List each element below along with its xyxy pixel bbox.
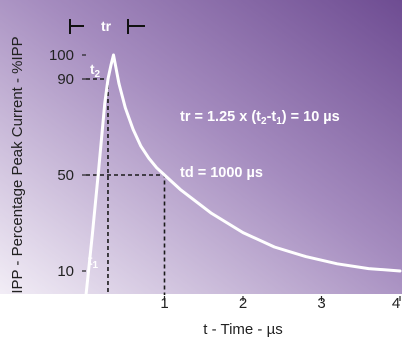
x-axis: 1 2 3 4 <box>160 295 401 312</box>
t1-label-sub: 1 <box>93 260 99 271</box>
y-tick-label: 10 <box>57 263 74 280</box>
x-tick-label: 1 <box>160 295 168 312</box>
waveform-curve <box>84 53 402 297</box>
t1-label: t1 <box>88 253 99 271</box>
x-axis-title: t - Time - µs <box>203 321 282 338</box>
x-tick-label: 2 <box>239 295 247 312</box>
tr-marker-label: tr <box>101 18 112 34</box>
tr-eq-sub2: 2 <box>261 116 267 127</box>
tr-eq-sub1: 1 <box>276 116 282 127</box>
tr-eq-c: ) = 10 µs <box>282 109 340 125</box>
y-axis: 100 90 50 10 <box>49 47 86 280</box>
tr-equation: tr = 1.25 x (t2-t1) = 10 µs <box>180 109 340 127</box>
x-tick-label: 3 <box>317 295 325 312</box>
t2-label-sub: 2 <box>95 69 101 80</box>
y-tick-label: 100 <box>49 47 74 64</box>
y-axis-title: IPP - Percentage Peak Current - %IPP <box>9 36 26 293</box>
y-tick-label: 90 <box>57 71 74 88</box>
tr-marker: tr <box>69 18 145 34</box>
t2-label: t2 <box>90 62 101 80</box>
plot-background <box>0 0 402 294</box>
t1-label-main: t <box>88 253 93 268</box>
td-equation: td = 1000 µs <box>180 165 263 181</box>
tr-eq-a: tr = 1.25 x (t <box>180 109 261 125</box>
x-tick-label: 4 <box>392 295 400 312</box>
tr-eq-b: -t <box>267 109 277 125</box>
y-tick-label: 50 <box>57 167 74 184</box>
t2-label-main: t <box>90 62 95 77</box>
